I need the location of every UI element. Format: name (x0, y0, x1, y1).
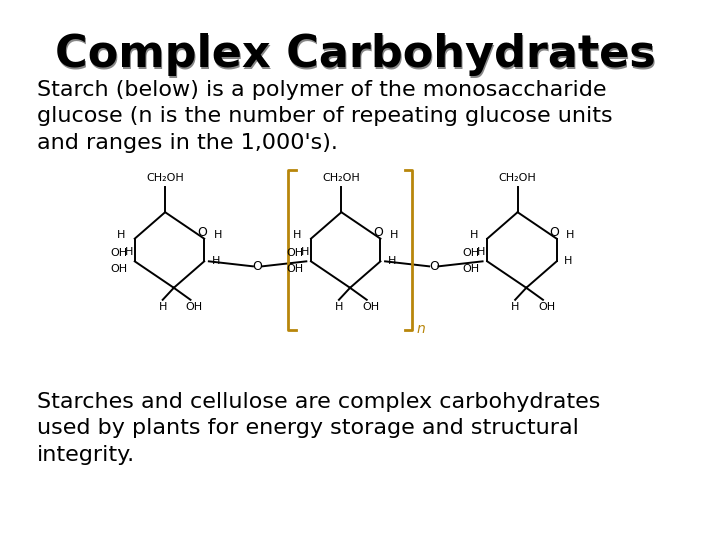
Text: O: O (197, 226, 207, 240)
Text: H: H (469, 230, 478, 240)
Text: CH₂OH: CH₂OH (146, 173, 184, 184)
Text: OH: OH (463, 265, 480, 274)
Text: Complex Carbohydrates: Complex Carbohydrates (56, 35, 657, 78)
Text: CH₂OH: CH₂OH (323, 173, 360, 184)
Text: H: H (388, 256, 396, 266)
Text: OH: OH (287, 265, 304, 274)
Text: OH: OH (110, 248, 127, 258)
Text: OH: OH (110, 265, 127, 274)
Text: OH: OH (538, 302, 555, 312)
Text: CH₂OH: CH₂OH (499, 173, 536, 184)
Text: H: H (212, 256, 220, 266)
Text: H: H (125, 247, 133, 256)
Text: Complex Carbohydrates: Complex Carbohydrates (55, 33, 655, 76)
Text: H: H (564, 256, 572, 266)
Text: O: O (253, 260, 263, 273)
Text: H: H (477, 247, 485, 256)
Text: n: n (417, 322, 426, 336)
Text: H: H (511, 302, 519, 312)
Text: H: H (390, 230, 398, 240)
Text: H: H (301, 247, 309, 256)
Text: H: H (566, 230, 575, 240)
Text: H: H (293, 230, 302, 240)
Text: OH: OH (463, 248, 480, 258)
Text: OH: OH (287, 248, 304, 258)
Text: O: O (549, 226, 559, 240)
Text: Starch (below) is a polymer of the monosaccharide
glucose (n is the number of re: Starch (below) is a polymer of the monos… (37, 80, 613, 153)
Text: H: H (335, 302, 343, 312)
Text: H: H (117, 230, 125, 240)
Text: OH: OH (186, 302, 203, 312)
Text: Starches and cellulose are complex carbohydrates
used by plants for energy stora: Starches and cellulose are complex carbo… (37, 392, 600, 465)
Text: H: H (213, 230, 222, 240)
Text: O: O (429, 260, 438, 273)
Text: H: H (158, 302, 167, 312)
Text: OH: OH (362, 302, 379, 312)
Text: O: O (374, 226, 383, 240)
